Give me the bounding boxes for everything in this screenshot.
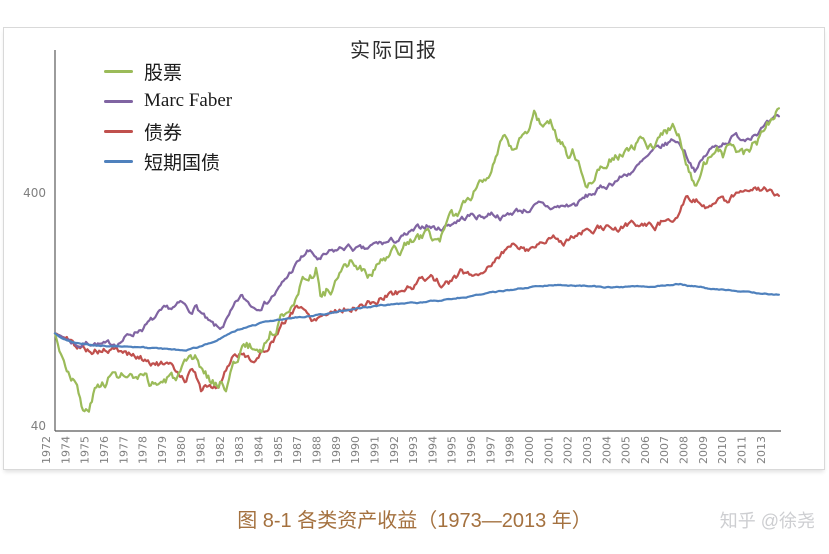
chart-title: 实际回报 xyxy=(350,40,438,62)
legend-swatch-tbills xyxy=(104,159,133,163)
chart-legend: 股票 Marc Faber 债券 短期国债 xyxy=(104,56,232,176)
legend-label-bonds: 债券 xyxy=(144,122,183,144)
legend-item-bonds: 债券 xyxy=(104,116,232,146)
caption-row: 图 8-1 各类资产收益（1973—2013 年） 知乎 @徐尧 xyxy=(0,503,829,539)
legend-item-stocks: 股票 xyxy=(104,56,232,86)
zhihu-watermark: 知乎 @徐尧 xyxy=(719,511,815,531)
legend-swatch-marc-faber xyxy=(104,99,133,103)
legend-swatch-stocks xyxy=(104,69,133,73)
figure-caption: 图 8-1 各类资产收益（1973—2013 年） xyxy=(237,510,592,532)
legend-item-tbills: 短期国债 xyxy=(104,146,232,176)
legend-label-marc-faber: Marc Faber xyxy=(144,90,233,111)
legend-label-stocks: 股票 xyxy=(144,62,183,84)
legend-item-marc-faber: Marc Faber xyxy=(104,86,232,116)
legend-label-tbills: 短期国债 xyxy=(144,152,221,174)
legend-swatch-bonds xyxy=(104,129,133,133)
chart-figure: 实际回报 股票 Marc Faber 债券 短期国债 xyxy=(3,27,825,470)
